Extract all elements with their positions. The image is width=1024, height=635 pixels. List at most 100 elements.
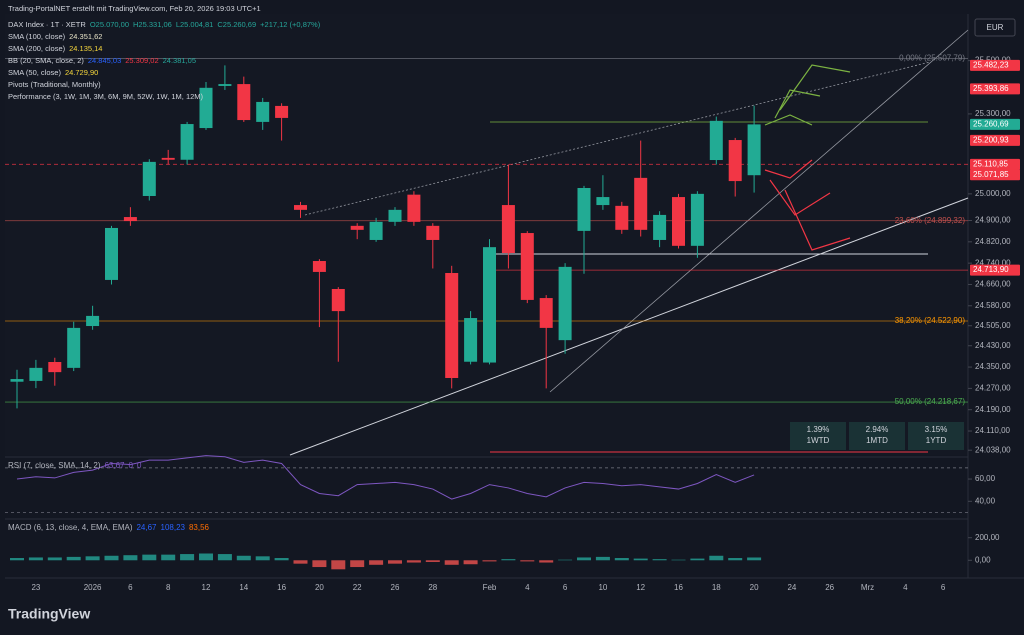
y-tick-label: 24.350,00 xyxy=(975,362,1011,371)
x-tick-label: 6 xyxy=(563,583,568,592)
currency[interactable]: EUR xyxy=(987,23,1004,32)
legend-value: 25.309,02 xyxy=(125,56,158,65)
rsi-tick-label: 60,00 xyxy=(975,474,996,483)
price-tag xyxy=(970,134,1020,146)
legend-value: L25.004,81 xyxy=(176,20,214,29)
y-tick-label: 24.190,00 xyxy=(975,405,1011,414)
candle-body xyxy=(709,120,723,161)
candle-body xyxy=(672,197,685,246)
candle-body xyxy=(331,288,345,312)
price-tag xyxy=(970,169,1020,181)
rsi-title: RSI (7, close, SMA, 14, 2) xyxy=(8,461,101,470)
x-tick-label: 24 xyxy=(787,583,796,592)
legend-label: SMA (50, close) xyxy=(8,68,61,77)
macd-bar xyxy=(501,559,516,561)
logo: TradingView xyxy=(8,606,90,622)
price-tag-label: 25.482,23 xyxy=(973,60,1009,69)
rsi-tick-label: 40,00 xyxy=(975,496,996,505)
price-tag xyxy=(970,264,1020,276)
macd-bar xyxy=(85,556,100,561)
macd-bar xyxy=(104,555,119,561)
macd-bar xyxy=(236,555,251,561)
x-tick-label: 22 xyxy=(353,583,362,592)
candle-body xyxy=(728,140,742,182)
legend-value: 24.381,05 xyxy=(163,56,196,65)
macd-bar xyxy=(274,558,289,561)
x-tick-label: 6 xyxy=(128,583,133,592)
y-tick-label: 24.900,00 xyxy=(975,216,1011,225)
candle-body xyxy=(445,273,459,378)
currency-box[interactable] xyxy=(974,18,1016,37)
rsi-legend-value: 0 xyxy=(129,461,134,470)
x-tick-label: 20 xyxy=(750,583,759,592)
y-tick-label: 24.038,00 xyxy=(975,445,1011,454)
macd-bar xyxy=(728,558,743,561)
candle-body xyxy=(10,379,24,382)
fib-label: 38,20% (24.522,90) xyxy=(895,316,966,325)
candle-body xyxy=(199,87,213,129)
macd-title: MACD (6, 13, close, 4, EMA, EMA) xyxy=(8,523,133,532)
candle-body xyxy=(464,318,478,362)
macd-bar xyxy=(690,558,705,561)
legend-row: SMA (200, close) 24.135,14 xyxy=(8,44,102,53)
price-tag xyxy=(970,158,1020,170)
candle-body xyxy=(426,225,440,240)
drawings xyxy=(289,29,969,456)
legend-label: SMA (200, close) xyxy=(8,44,66,53)
candle-body xyxy=(294,205,307,210)
macd-bar xyxy=(520,560,535,562)
candle-body xyxy=(388,209,402,222)
trend-line xyxy=(549,29,969,393)
legend-row: SMA (50, close) 24.729,90 xyxy=(8,68,98,77)
legend-value: 24.729,90 xyxy=(65,68,98,77)
rsi-legend-value: 0 xyxy=(137,461,142,470)
macd-bar xyxy=(444,560,459,565)
performance-box xyxy=(790,422,846,450)
x-tick-label: 20 xyxy=(315,583,324,592)
macd-bar xyxy=(709,555,724,561)
plot: 0,00% (25.507,79) 23,60% (24.899,32) 38,20… xyxy=(5,54,968,409)
legend-label: BB (20, SMA, close, 2) xyxy=(8,56,84,65)
candle-body xyxy=(520,233,534,300)
fib-label: 50,00% (24.218,67) xyxy=(895,397,966,406)
legend-value: O25.070,00 xyxy=(90,20,129,29)
performance-period: 1YTD xyxy=(926,436,947,445)
macd-bar xyxy=(10,558,24,561)
trend-line xyxy=(289,197,969,456)
projection-arrow xyxy=(779,64,851,111)
x-tick-label: 8 xyxy=(166,583,171,592)
legend-row: Pivots (Traditional, Monthly) xyxy=(8,80,101,89)
candle-body xyxy=(256,101,270,122)
projection-arrow xyxy=(784,189,851,251)
macd-bar xyxy=(482,560,497,562)
y-tick-label: 25.000,00 xyxy=(975,189,1011,198)
candle-body xyxy=(653,214,667,240)
macd-bar xyxy=(28,557,43,561)
y-tick-label: 24.740,00 xyxy=(975,258,1011,267)
rsi-line xyxy=(16,455,755,500)
y-tick-label: 24.505,00 xyxy=(975,321,1011,330)
macd-bar xyxy=(747,557,762,561)
macd-bar xyxy=(255,556,270,561)
macd-bar xyxy=(47,557,62,561)
y-tick-label: 24.820,00 xyxy=(975,237,1011,246)
price-tag-label: 25.260,69 xyxy=(973,120,1009,129)
x-tick-label: 18 xyxy=(712,583,721,592)
legend-value: C25.260,69 xyxy=(217,20,256,29)
legend-value: H25.331,06 xyxy=(133,20,172,29)
macd-bar xyxy=(123,555,138,561)
macd-bar xyxy=(331,560,346,570)
candle-body xyxy=(48,362,62,373)
macd-bar xyxy=(180,554,195,561)
legend-value: 24.351,62 xyxy=(69,32,102,41)
x-tick-label: 2026 xyxy=(84,583,102,592)
candle-body xyxy=(180,124,194,160)
candle-body xyxy=(86,315,100,327)
projection-arrow xyxy=(774,89,821,119)
macd-bar xyxy=(671,559,686,561)
legend-value: +217,12 (+0,87%) xyxy=(260,20,321,29)
candle-body xyxy=(369,221,383,240)
macd-bar xyxy=(652,559,667,561)
price-tag-label: 24.713,90 xyxy=(973,265,1009,274)
